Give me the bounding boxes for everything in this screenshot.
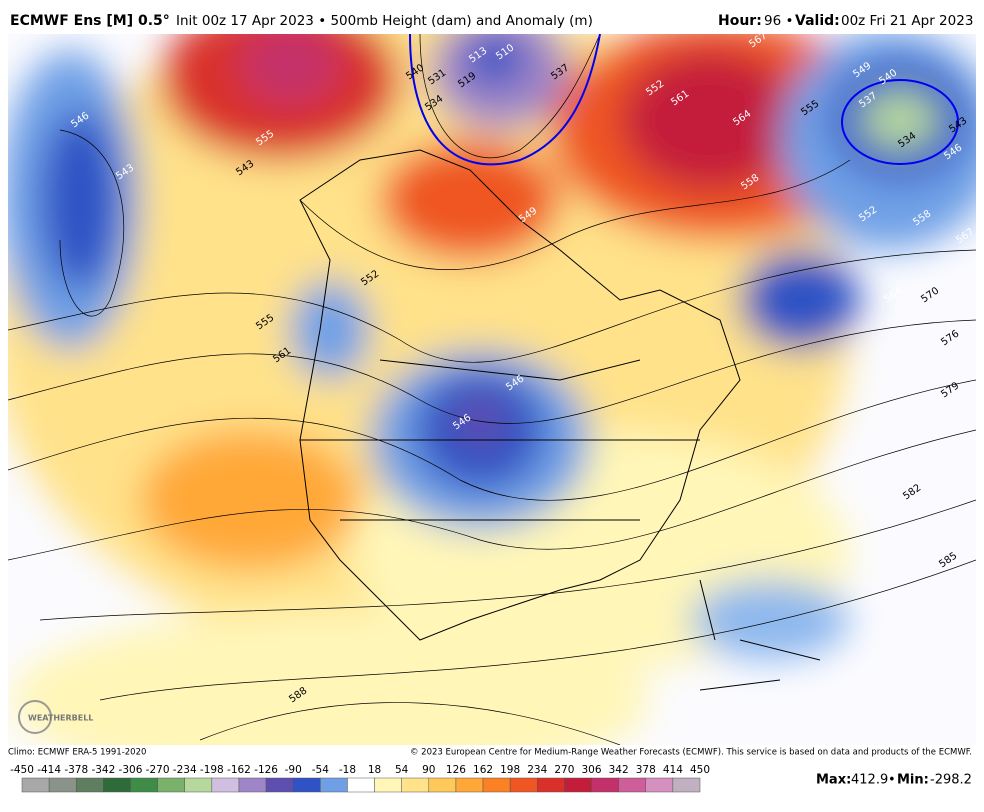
colorbar-tick-label: -126 (254, 764, 278, 776)
colorbar-swatch (591, 777, 619, 793)
max-value: 412.9 (851, 773, 888, 788)
colorbar-swatch (482, 777, 511, 793)
colorbar-swatch (103, 777, 131, 793)
colorbar-tick-label: -90 (285, 764, 302, 776)
hour: 96 • (764, 13, 793, 29)
colorbar-swatch (184, 777, 213, 793)
colorbar-swatch (509, 777, 538, 793)
colorbar-swatch (320, 777, 348, 793)
colorbar-tick-label: -270 (146, 764, 170, 776)
colorbar-swatch (374, 777, 402, 793)
contour-540-east (841, 79, 959, 165)
colorbar: -450 -414 -378 -342 -306 -270 -234 -198 -162 -126… (10, 764, 710, 793)
colorbar-swatch (238, 777, 267, 793)
anomaly-field (8, 34, 976, 745)
contour-540 (409, 34, 601, 166)
colorbar-swatch (265, 777, 294, 793)
colorbar-tick-label: 414 (663, 764, 683, 776)
colorbar-swatch (347, 777, 375, 793)
logo-text: WEATHERBELL (28, 714, 93, 723)
colorbar-tick-label: -378 (64, 764, 88, 776)
colorbar-swatch (537, 777, 565, 793)
climo-note: Climo: ECMWF ERA-5 1991-2020 (8, 748, 146, 758)
colorbar-tick-label: -18 (339, 764, 356, 776)
colorbar-tick-label: -198 (200, 764, 224, 776)
colorbar-tick-label: -306 (119, 764, 143, 776)
colorbar-tick-label: 378 (636, 764, 656, 776)
min-label: Min: (897, 773, 929, 788)
colorbar-tick-label: 18 (368, 764, 381, 776)
colorbar-tick-label: -414 (37, 764, 61, 776)
colorbar-tick-label: 306 (581, 764, 601, 776)
min-value: -298.2 (930, 773, 972, 788)
colorbar-tick-label: 450 (690, 764, 710, 776)
colorbar-swatch (618, 777, 647, 793)
model-title: ECMWF Ens [M] 0.5° (10, 13, 170, 29)
colorbar-swatch (292, 777, 321, 793)
colorbar-tick-label: 126 (446, 764, 466, 776)
valid: 00z Fri 21 Apr 2023 (841, 13, 973, 29)
colorbar-tick-label: 162 (473, 764, 493, 776)
colorbar-tick-label: 342 (609, 764, 629, 776)
description: Init 00z 17 Apr 2023 • 500mb Height (dam… (176, 13, 593, 29)
colorbar-swatch (645, 777, 674, 793)
colorbar-tick-label: -54 (312, 764, 329, 776)
colorbar-swatch (564, 777, 592, 793)
colorbar-tick-label: 270 (554, 764, 574, 776)
colorbar-swatch (75, 777, 104, 793)
colorbar-swatch (401, 777, 430, 793)
colorbar-swatch (157, 777, 185, 793)
colorbar-tick-label: 234 (527, 764, 547, 776)
colorbar-tick-label: -234 (173, 764, 197, 776)
colorbar-tick-label: -162 (227, 764, 251, 776)
map (8, 34, 976, 745)
colorbar-tick-label: -342 (91, 764, 115, 776)
colorbar-swatch (211, 777, 240, 793)
colorbar-swatch (455, 777, 484, 793)
colorbar-swatch (21, 777, 50, 793)
height-contours (8, 34, 976, 745)
coastlines (299, 149, 821, 691)
logo: WEATHERBELL (18, 700, 93, 734)
colorbar-swatch (428, 777, 457, 793)
colorbar-swatch (130, 777, 158, 793)
hour-label: Hour: (718, 13, 762, 29)
max-label: Max: (816, 773, 851, 788)
separator: • (888, 773, 896, 788)
colorbar-swatch (672, 777, 701, 793)
colorbar-tick-label: 90 (422, 764, 435, 776)
colorbar-tick-label: 198 (500, 764, 520, 776)
copyright: © 2023 European Centre for Medium-Range … (410, 748, 972, 758)
valid-label: Valid: (795, 13, 840, 29)
colorbar-swatch (48, 777, 77, 793)
colorbar-tick-label: -450 (10, 764, 34, 776)
colorbar-tick-label: 54 (395, 764, 409, 776)
